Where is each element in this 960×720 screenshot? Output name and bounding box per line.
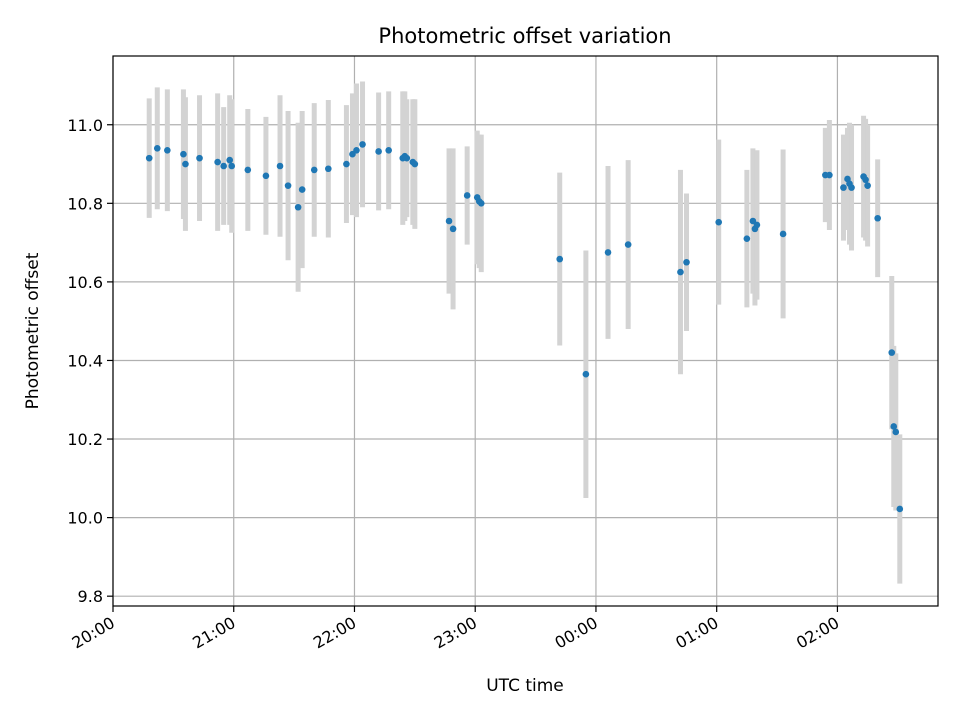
data-point [556, 255, 564, 263]
data-point [864, 182, 871, 189]
data-point [294, 203, 302, 211]
data-point [276, 162, 284, 170]
data-point [445, 217, 453, 225]
data-point [145, 154, 153, 162]
data-point [753, 221, 761, 229]
data-point [284, 182, 292, 189]
data-point [604, 249, 612, 256]
data-point [624, 241, 632, 248]
data-point [385, 146, 392, 154]
data-point [153, 145, 161, 152]
y-axis-ticks: 9.8 10.0 10.2 10.4 10.6 10.8 11.0 [67, 116, 113, 606]
data-point [888, 349, 896, 356]
plot-frame [112, 55, 939, 607]
data-point [214, 158, 221, 166]
data-point [226, 156, 234, 164]
data-point [182, 160, 189, 168]
y-tick-label: 10.6 [67, 273, 103, 292]
chart-title: Photometric offset variation [378, 24, 671, 48]
data-point [848, 184, 855, 191]
data-point [826, 171, 833, 179]
data-point [310, 166, 318, 174]
y-tick-label: 9.8 [78, 587, 103, 606]
data-point [779, 230, 787, 238]
data-point [298, 186, 306, 193]
data-point [375, 148, 382, 155]
data-point [477, 200, 485, 207]
data-point [220, 162, 227, 170]
data-point [874, 214, 881, 222]
data-point [677, 268, 684, 276]
data-point [862, 176, 869, 184]
data-point [715, 218, 723, 226]
data-point [743, 235, 751, 242]
data-point [449, 225, 457, 233]
data-point [411, 160, 419, 168]
y-tick-label: 10.2 [67, 430, 103, 449]
data-point [840, 184, 847, 191]
y-tick-label: 10.0 [67, 509, 103, 528]
data-point [325, 165, 332, 173]
data-point [892, 428, 900, 436]
data-point [196, 154, 203, 162]
data-point [359, 141, 366, 148]
y-tick-label: 10.8 [67, 194, 103, 213]
data-point [180, 150, 187, 158]
data-point [343, 160, 350, 168]
data-point [890, 423, 898, 430]
y-tick-label: 11.0 [67, 116, 103, 135]
data-point [896, 505, 904, 513]
data-point [228, 162, 236, 170]
data-point [244, 166, 252, 174]
data-point [683, 258, 690, 266]
data-point [262, 172, 270, 180]
y-tick-label: 10.4 [67, 351, 103, 370]
data-point [353, 146, 360, 154]
data-point [582, 370, 590, 378]
data-point [463, 192, 471, 199]
x-axis-label: UTC time [486, 676, 564, 696]
data-points [145, 141, 904, 513]
y-axis-label: Photometric offset [23, 252, 43, 409]
data-point [403, 154, 411, 162]
data-point [164, 146, 171, 154]
